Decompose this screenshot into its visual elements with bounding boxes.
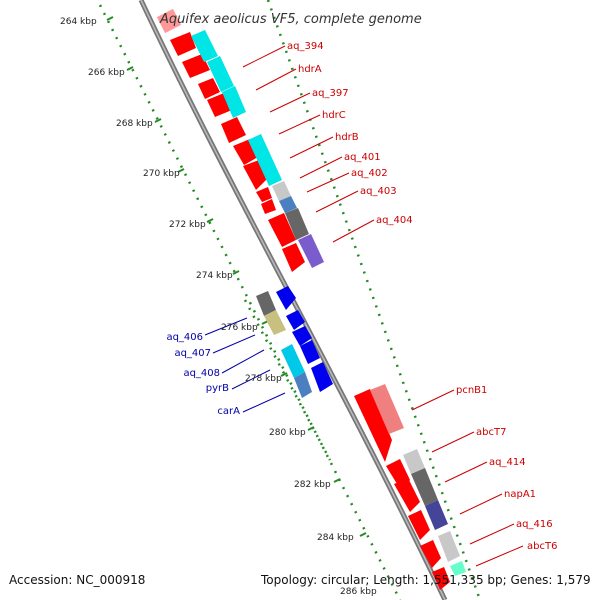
reverse-gene-labels: aq_406 aq_407 aq_408 pyrB carA — [166, 332, 240, 417]
gene-label[interactable]: aq_402 — [351, 168, 388, 179]
gene-arrow[interactable] — [354, 389, 392, 462]
gene-arrow[interactable] — [311, 362, 333, 392]
gene-arrow[interactable] — [170, 32, 196, 56]
tick-label: 276 kbp — [221, 323, 258, 333]
gene-label[interactable]: napA1 — [504, 489, 536, 500]
gene-arrow[interactable] — [408, 510, 430, 540]
gene-label[interactable]: abcT7 — [476, 427, 506, 438]
tick-label: 284 kbp — [317, 533, 354, 543]
gene-label[interactable]: aq_397 — [312, 88, 349, 99]
genome-title: Aquifex aeolicus VF5, complete genome — [159, 12, 422, 27]
gene-label[interactable]: aq_394 — [287, 41, 324, 52]
gene-block[interactable] — [279, 196, 297, 213]
gene-block[interactable] — [370, 384, 404, 434]
gene-block[interactable] — [264, 310, 286, 335]
gene-label[interactable]: carA — [217, 406, 240, 417]
gene-block[interactable] — [403, 449, 425, 474]
scale-lines — [98, 0, 482, 600]
gene-label[interactable]: aq_416 — [516, 519, 553, 530]
gene-arrow[interactable] — [286, 310, 305, 330]
tick-label: 264 kbp — [60, 17, 97, 27]
scale-ticks — [106, 16, 367, 537]
gene-arrow[interactable] — [268, 213, 296, 247]
gene-arrow[interactable] — [221, 117, 246, 143]
gene-arrow[interactable] — [432, 567, 450, 590]
gene-cluster-bottom — [354, 384, 466, 590]
gene-label[interactable]: aq_407 — [174, 348, 211, 359]
gene-label[interactable]: aq_408 — [183, 368, 220, 379]
gene-block[interactable] — [450, 561, 466, 576]
tick-label: 272 kbp — [169, 220, 206, 230]
gene-block[interactable] — [294, 372, 312, 398]
gene-block[interactable] — [191, 30, 218, 62]
label-leaders-reverse — [204, 317, 286, 413]
label-leaders-forward — [242, 45, 524, 567]
forward-gene-labels: aq_394 hdrA aq_397 hdrC hdrB aq_401 aq_4… — [287, 41, 557, 552]
gene-cluster-top — [156, 8, 324, 272]
gene-arrow[interactable] — [300, 340, 320, 364]
tick-label: 266 kbp — [88, 68, 125, 78]
gene-arrow[interactable] — [198, 78, 220, 99]
tick-label: 270 kbp — [143, 169, 180, 179]
gene-block[interactable] — [281, 344, 305, 378]
gene-label[interactable]: aq_414 — [489, 457, 526, 468]
gene-block[interactable] — [222, 86, 246, 118]
gene-label[interactable]: pcnB1 — [456, 385, 487, 396]
gene-block[interactable] — [207, 56, 234, 92]
gene-block[interactable] — [285, 208, 309, 240]
gene-label[interactable]: aq_403 — [360, 186, 397, 197]
tick-label: 278 kbp — [245, 374, 282, 384]
gene-block[interactable] — [272, 181, 291, 201]
gene-arrow[interactable] — [261, 199, 276, 214]
gene-label[interactable]: aq_406 — [166, 332, 203, 343]
gene-arrow[interactable] — [420, 540, 441, 568]
gene-block[interactable] — [438, 531, 460, 562]
gene-label[interactable]: abcT6 — [527, 541, 557, 552]
gene-cluster-middle — [256, 286, 333, 398]
tick-label: 268 kbp — [116, 119, 153, 129]
gene-label[interactable]: aq_401 — [344, 152, 381, 163]
gene-arrow[interactable] — [276, 286, 296, 310]
gene-label[interactable]: hdrA — [298, 64, 322, 75]
tick-label: 274 kbp — [196, 271, 233, 281]
tick-labels: 264 kbp 266 kbp 268 kbp 270 kbp 272 kbp … — [60, 17, 377, 597]
gene-block[interactable] — [411, 468, 438, 506]
gene-label[interactable]: pyrB — [206, 383, 229, 394]
tick-label: 280 kbp — [269, 428, 306, 438]
gene-arrow[interactable] — [292, 326, 312, 346]
accession-text: Accession: NC_000918 — [9, 573, 146, 587]
gene-arrow[interactable] — [256, 187, 272, 202]
gene-block[interactable] — [256, 291, 276, 316]
gene-arrow[interactable] — [394, 478, 420, 512]
gene-label[interactable]: hdrB — [335, 132, 359, 143]
topology-text: Topology: circular; Length: 1,551,335 bp… — [261, 573, 591, 587]
gene-block[interactable] — [298, 234, 324, 268]
gene-arrow[interactable] — [156, 8, 182, 34]
gene-label[interactable]: hdrC — [322, 110, 346, 121]
gene-label[interactable]: aq_404 — [376, 215, 413, 226]
gene-block[interactable] — [425, 500, 448, 530]
tick-label: 286 kbp — [340, 587, 377, 597]
tick-label: 282 kbp — [294, 480, 331, 490]
gene-block[interactable] — [248, 134, 282, 186]
gene-arrow[interactable] — [282, 243, 305, 272]
